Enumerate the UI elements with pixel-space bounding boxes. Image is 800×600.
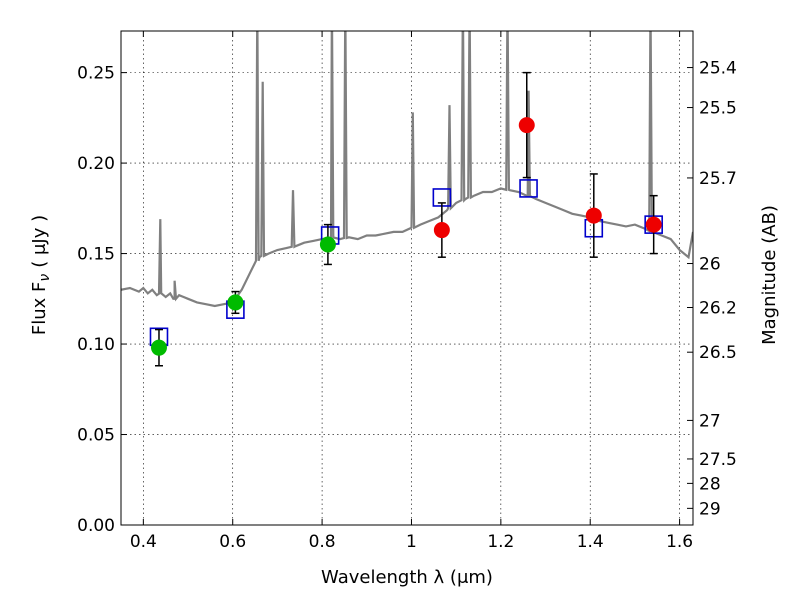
y-tick-label: 0.10	[77, 335, 115, 355]
mag-tick-label: 26	[699, 255, 721, 275]
x-tick-label: 1.2	[487, 532, 514, 552]
green-point	[319, 236, 336, 253]
y-axis-left-title: Flux Fν ( μJy )	[29, 215, 53, 335]
x-axis-title: Wavelength λ (μm)	[321, 567, 493, 588]
mag-tick-label: 25.4	[699, 59, 737, 79]
y-tick-label: 0.15	[77, 245, 115, 265]
red-point	[645, 216, 662, 233]
x-tick-label: 0.8	[309, 532, 336, 552]
mag-tick-label: 26.5	[699, 343, 737, 363]
mag-tick-label: 26.2	[699, 298, 737, 318]
plot-frame	[120, 30, 694, 526]
mag-tick-label: 29	[699, 499, 721, 519]
red-point	[518, 117, 535, 134]
green-point	[150, 339, 167, 356]
y-axis-right-title: Magnitude (AB)	[759, 205, 780, 345]
red-point	[433, 222, 450, 239]
x-tick-label: 0.4	[130, 532, 157, 552]
y-tick-label: 0.05	[77, 426, 115, 446]
mag-tick-label: 25.5	[699, 99, 737, 119]
x-tick-label: 1	[406, 532, 417, 552]
y-tick-label: 0.25	[77, 64, 115, 84]
svg-text:Flux Fν( μJy ): Flux Fν ( μJy )	[29, 215, 53, 335]
mag-tick-label: 27	[699, 411, 721, 431]
spectrum-line	[121, 31, 693, 308]
mag-tick-label: 28	[699, 474, 721, 494]
y-tick-label: 0.00	[77, 516, 115, 536]
x-tick-label: 0.6	[219, 532, 246, 552]
model-box	[519, 179, 538, 198]
red-point	[585, 207, 602, 224]
x-tick-label: 1.6	[666, 532, 693, 552]
ticks: 0.4 0.6 0.8 1 1.2 1.4 1.6 0.00 0.05 0.10 0.15 0.20 0…	[77, 31, 737, 552]
y-tick-label: 0.20	[77, 154, 115, 174]
grid	[121, 31, 693, 526]
y-axis-left-subscript: ν	[37, 274, 53, 282]
mag-tick-label: 25.7	[699, 169, 737, 189]
mag-tick-label: 27.5	[699, 450, 737, 470]
y-axis-left-unit: ( μJy )	[29, 215, 50, 268]
y-axis-left-label: Flux F	[29, 282, 50, 336]
plot-area	[121, 31, 693, 367]
green-point	[227, 294, 244, 311]
x-tick-label: 1.4	[577, 532, 604, 552]
